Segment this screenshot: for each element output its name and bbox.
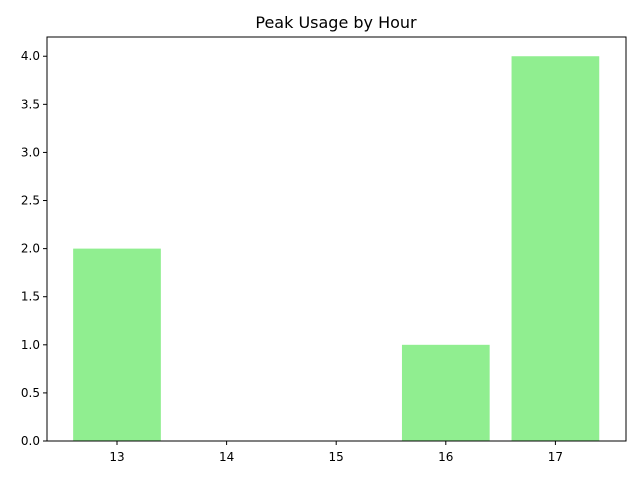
x-tick-label: 14 xyxy=(219,450,234,464)
y-axis: 0.0 0.5 1.0 1.5 2.0 2.5 3.0 3.5 4.0 xyxy=(21,49,47,448)
x-tick-label: 15 xyxy=(329,450,344,464)
y-tick-label: 2.5 xyxy=(21,194,40,208)
y-tick-label: 3.5 xyxy=(21,97,40,111)
y-tick-label: 0.0 xyxy=(21,434,40,448)
y-tick-label: 1.0 xyxy=(21,338,40,352)
bar-13 xyxy=(73,248,161,441)
chart-title: Peak Usage by Hour xyxy=(255,13,417,32)
y-tick-label: 4.0 xyxy=(21,49,40,63)
x-tick-label: 13 xyxy=(109,450,124,464)
bars-layer xyxy=(73,56,600,442)
x-tick-label: 16 xyxy=(438,450,453,464)
x-axis: 13 14 15 16 17 xyxy=(109,441,563,464)
y-tick-label: 3.0 xyxy=(21,145,40,159)
bar-16 xyxy=(401,344,490,441)
y-tick-label: 0.5 xyxy=(21,386,40,400)
x-tick-label: 17 xyxy=(548,450,563,464)
y-tick-label: 1.5 xyxy=(21,290,40,304)
y-tick-label: 2.0 xyxy=(21,242,40,256)
bar-17 xyxy=(511,56,600,442)
